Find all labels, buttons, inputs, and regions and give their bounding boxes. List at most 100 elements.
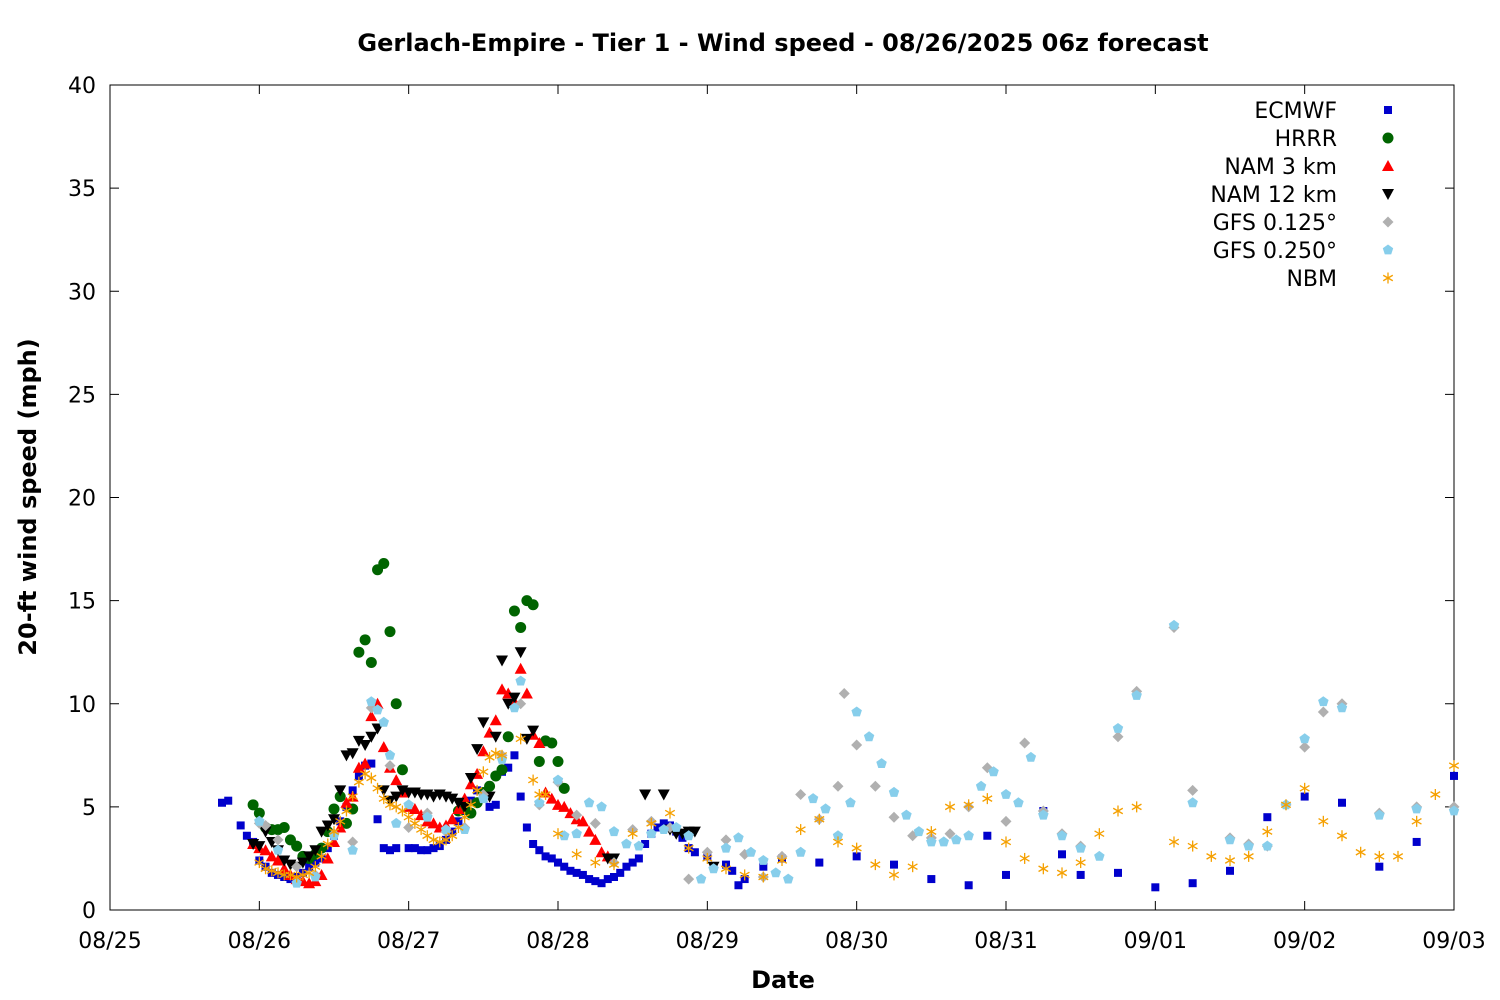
data-point <box>1374 809 1385 820</box>
data-point <box>1318 696 1329 707</box>
data-point <box>927 875 936 884</box>
data-point <box>224 796 233 805</box>
data-point <box>1226 866 1234 875</box>
data-point <box>1002 870 1010 879</box>
x-tick-label: 08/26 <box>228 929 291 954</box>
data-point <box>272 867 284 879</box>
data-point <box>496 749 508 761</box>
data-point <box>247 799 259 811</box>
data-point <box>377 741 390 753</box>
data-point <box>390 791 403 803</box>
data-point <box>838 687 850 699</box>
data-point <box>347 836 359 848</box>
data-point <box>514 647 527 659</box>
y-tick-label: 20 <box>68 487 96 512</box>
data-point <box>545 792 558 804</box>
data-point <box>423 846 432 855</box>
data-point <box>297 869 308 881</box>
data-point <box>815 858 824 867</box>
data-point <box>489 714 502 726</box>
data-point <box>547 854 556 863</box>
y-axis: 0 5 10 15 20 25 30 35 40 <box>68 74 1454 924</box>
data-point <box>1355 846 1366 858</box>
series-6 <box>254 733 1460 883</box>
x-tick-label: 08/30 <box>825 929 888 954</box>
data-point <box>359 634 371 646</box>
legend-marker <box>1382 160 1394 171</box>
data-point <box>384 760 396 772</box>
data-point <box>627 828 638 840</box>
data-point <box>253 807 265 819</box>
legend-label: GFS 0.125° <box>1213 211 1337 236</box>
data-point <box>621 838 632 849</box>
data-point <box>422 811 433 822</box>
data-point <box>447 830 458 842</box>
data-point <box>489 731 502 743</box>
data-point <box>535 846 544 855</box>
data-point <box>888 811 900 823</box>
data-point <box>1299 741 1311 753</box>
legend-marker <box>1382 132 1394 144</box>
data-point <box>720 842 732 853</box>
data-point <box>1094 850 1105 861</box>
data-point <box>403 811 414 823</box>
data-point <box>583 797 595 808</box>
data-point <box>384 626 396 638</box>
data-point <box>272 844 284 855</box>
data-point <box>876 758 887 768</box>
data-point <box>520 687 533 699</box>
data-point <box>1243 840 1254 851</box>
data-point <box>260 863 271 875</box>
data-point <box>708 863 719 874</box>
data-point <box>390 698 402 710</box>
data-point <box>1094 828 1105 840</box>
legend-label: GFS 0.250° <box>1213 239 1337 264</box>
data-point <box>591 877 600 886</box>
data-point <box>1019 737 1031 749</box>
data-point <box>603 875 612 884</box>
data-point <box>259 826 272 838</box>
data-point <box>259 844 272 856</box>
data-point <box>641 840 650 848</box>
data-point <box>285 869 296 881</box>
data-point <box>352 735 365 747</box>
data-point <box>1448 760 1460 772</box>
data-point <box>372 782 383 794</box>
data-point <box>372 704 383 715</box>
data-point <box>552 774 564 785</box>
data-point <box>745 846 757 857</box>
data-point <box>322 838 333 850</box>
data-point <box>459 811 470 823</box>
data-point <box>590 857 601 869</box>
data-point <box>254 857 265 869</box>
data-point <box>571 809 583 821</box>
legend-marker <box>1384 106 1392 114</box>
data-point <box>926 826 937 838</box>
data-point <box>310 871 321 882</box>
data-point <box>1056 867 1068 879</box>
data-point <box>348 786 357 795</box>
data-point <box>366 772 377 784</box>
data-point <box>347 844 358 855</box>
data-point <box>559 830 570 841</box>
data-point <box>478 766 489 778</box>
data-point <box>907 861 918 873</box>
data-point <box>410 844 419 853</box>
data-point <box>832 780 844 792</box>
data-point <box>321 820 334 832</box>
data-point <box>1224 855 1236 866</box>
data-point <box>963 830 974 841</box>
data-point <box>1375 862 1384 871</box>
data-point <box>242 831 251 840</box>
data-point <box>502 731 514 743</box>
data-point <box>795 846 806 857</box>
data-point <box>458 801 471 813</box>
data-point <box>340 796 353 808</box>
data-point <box>951 834 962 845</box>
data-point <box>585 875 594 884</box>
data-point <box>265 850 278 862</box>
data-point <box>409 817 420 829</box>
data-point <box>1000 836 1012 848</box>
data-point <box>583 825 596 837</box>
data-point <box>516 792 525 801</box>
